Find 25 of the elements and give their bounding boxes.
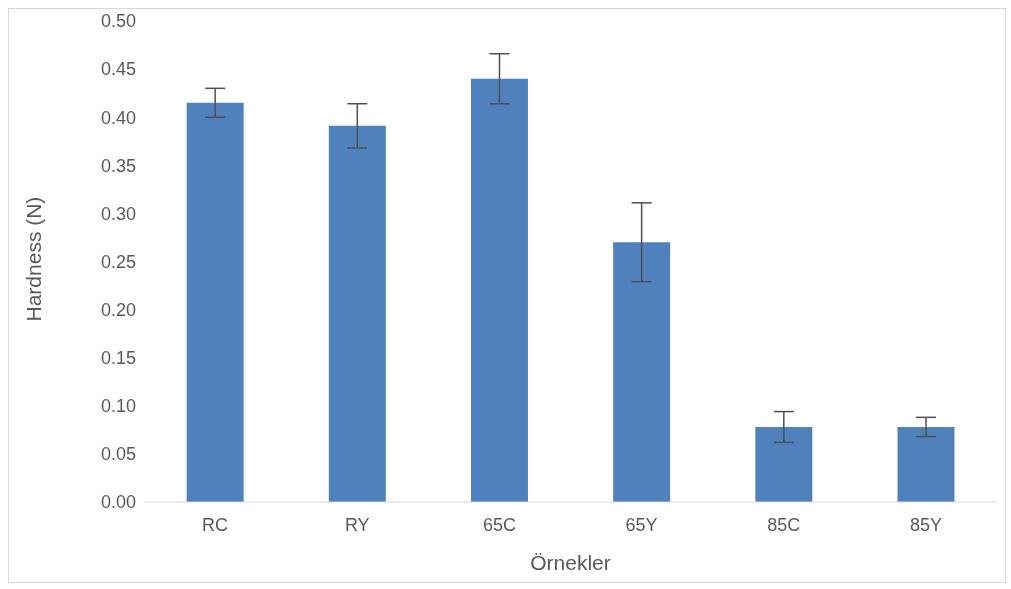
y-tick-label: 0.15 xyxy=(100,348,136,369)
y-tick-label: 0.10 xyxy=(100,396,136,417)
x-tick-label: 85C xyxy=(767,514,801,535)
y-tick-label: 0.20 xyxy=(100,299,136,320)
y-tick-label: 0.40 xyxy=(100,107,136,128)
x-tick-label: 65Y xyxy=(625,514,658,535)
x-axis-title: Örnekler xyxy=(530,551,611,574)
y-tick-label: 0.35 xyxy=(100,155,136,176)
x-tick-label: 65C xyxy=(482,514,516,535)
x-tick-label: RC xyxy=(202,514,229,535)
bar xyxy=(897,426,955,502)
bar xyxy=(470,78,528,502)
y-tick-label: 0.45 xyxy=(100,59,136,80)
y-tick-label: 0.05 xyxy=(100,444,136,465)
y-tick-label: 0.30 xyxy=(100,203,136,224)
x-tick-label: RY xyxy=(344,514,370,535)
bar xyxy=(755,426,813,502)
bar xyxy=(328,125,386,502)
bar xyxy=(613,242,671,502)
y-tick-label: 0.00 xyxy=(100,492,136,513)
y-tick-label: 0.50 xyxy=(100,11,136,32)
bar xyxy=(186,102,244,502)
x-tick-label: 85Y xyxy=(909,514,942,535)
y-axis-title: Hardness (N) xyxy=(22,196,46,322)
y-tick-label: 0.25 xyxy=(100,251,136,272)
